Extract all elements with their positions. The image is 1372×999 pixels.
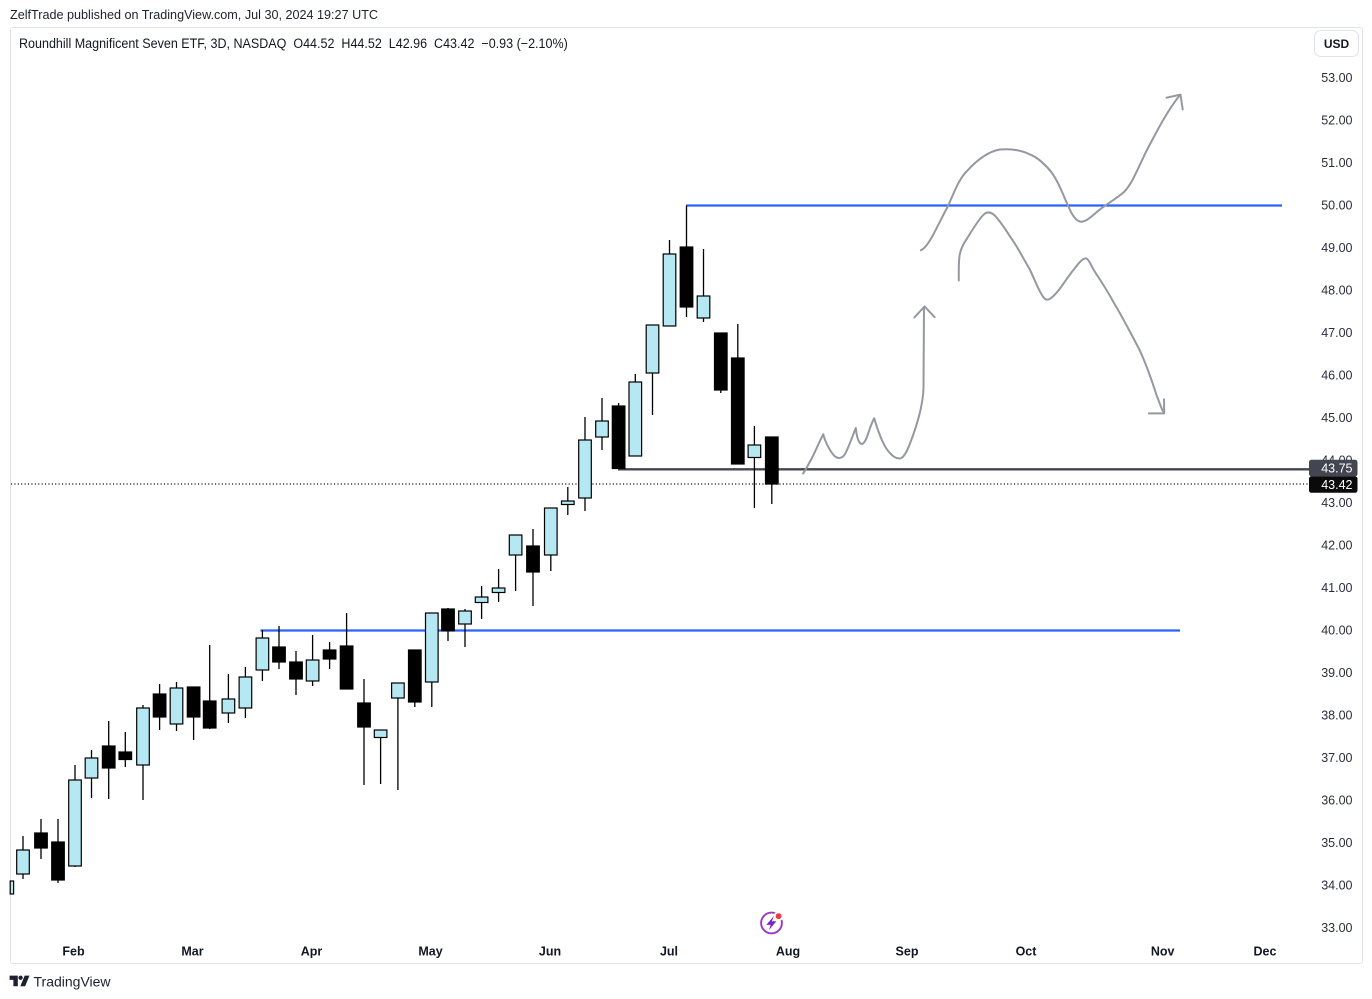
svg-text:47.00: 47.00 — [1321, 326, 1352, 340]
svg-text:Mar: Mar — [181, 945, 203, 959]
svg-text:Jun: Jun — [539, 945, 561, 959]
svg-text:Feb: Feb — [62, 945, 85, 959]
svg-text:50.00: 50.00 — [1321, 198, 1352, 212]
svg-text:39.00: 39.00 — [1321, 666, 1352, 680]
svg-text:Sep: Sep — [896, 945, 919, 959]
svg-text:Nov: Nov — [1151, 945, 1175, 959]
svg-text:Oct: Oct — [1016, 945, 1038, 959]
svg-text:38.00: 38.00 — [1321, 708, 1352, 722]
svg-text:52.00: 52.00 — [1321, 113, 1352, 127]
svg-text:51.00: 51.00 — [1321, 156, 1352, 170]
svg-text:42.00: 42.00 — [1321, 538, 1352, 552]
svg-text:TradingView: TradingView — [34, 974, 112, 990]
svg-text:53.00: 53.00 — [1321, 71, 1352, 85]
svg-text:Aug: Aug — [776, 945, 800, 959]
svg-text:33.00: 33.00 — [1321, 921, 1352, 935]
svg-text:Apr: Apr — [301, 945, 323, 959]
svg-text:May: May — [418, 945, 442, 959]
svg-text:41.00: 41.00 — [1321, 581, 1352, 595]
svg-text:43.00: 43.00 — [1321, 496, 1352, 510]
svg-text:36.00: 36.00 — [1321, 793, 1352, 807]
svg-text:48.00: 48.00 — [1321, 283, 1352, 297]
svg-text:37.00: 37.00 — [1321, 751, 1352, 765]
svg-text:35.00: 35.00 — [1321, 836, 1352, 850]
svg-text:43.42: 43.42 — [1321, 478, 1352, 492]
svg-text:Dec: Dec — [1254, 945, 1277, 959]
svg-text:43.75: 43.75 — [1321, 461, 1352, 475]
svg-text:Jul: Jul — [660, 945, 678, 959]
svg-text:49.00: 49.00 — [1321, 241, 1352, 255]
svg-text:46.00: 46.00 — [1321, 368, 1352, 382]
svg-text:34.00: 34.00 — [1321, 878, 1352, 892]
svg-text:40.00: 40.00 — [1321, 623, 1352, 637]
svg-text:45.00: 45.00 — [1321, 411, 1352, 425]
